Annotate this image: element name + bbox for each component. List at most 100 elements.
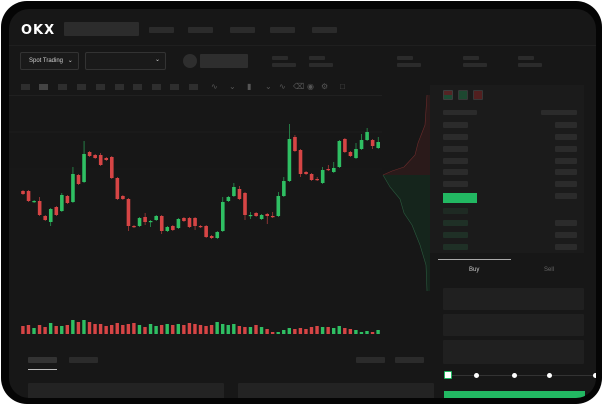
volume-bar (248, 327, 253, 334)
ruler-icon[interactable]: ⌫ (293, 82, 305, 91)
orderbook-price[interactable] (443, 134, 468, 140)
volume-bar (104, 326, 108, 334)
slider-step-dot[interactable] (547, 373, 552, 378)
candle-body (359, 140, 364, 149)
nav-item[interactable] (270, 27, 295, 33)
candle-body (209, 236, 214, 238)
stat-label (518, 56, 534, 60)
slider-step-dot[interactable] (512, 373, 517, 378)
amount-input[interactable] (443, 314, 584, 336)
candle-body (232, 187, 236, 196)
okx-logo[interactable]: OKX (21, 23, 56, 38)
price-display (200, 54, 248, 68)
filter-button[interactable] (395, 357, 424, 363)
line-tool-icon[interactable]: ∿ (279, 82, 286, 91)
candle-body (87, 152, 92, 156)
nav-item[interactable] (312, 27, 337, 33)
orderbook-price[interactable] (443, 158, 468, 164)
orderbook-amount (555, 146, 577, 152)
nav-item[interactable] (230, 27, 255, 33)
orderbook-amount (555, 232, 577, 238)
orderbook-bids-view-icon[interactable] (458, 90, 468, 100)
indicator-icon[interactable]: ∿ (211, 82, 218, 91)
nav-item[interactable] (149, 27, 174, 33)
candle-body (365, 132, 369, 140)
timeframe-button[interactable] (170, 84, 179, 90)
stat-value (463, 63, 487, 67)
volume-bar (115, 323, 119, 334)
candle-type-icon[interactable]: ▮ (247, 82, 252, 91)
orderbook-asks-view-icon[interactable] (473, 90, 483, 100)
tab-open-orders[interactable] (28, 357, 57, 363)
candle-body (198, 226, 203, 228)
volume-bar (237, 326, 242, 334)
candle-body (137, 218, 142, 226)
timeframe-button[interactable] (133, 84, 142, 90)
orderbook-price[interactable] (443, 122, 468, 128)
candle-body (182, 218, 186, 221)
timeframe-button[interactable] (115, 84, 124, 90)
stat-value (272, 63, 296, 67)
volume-bar (270, 332, 275, 334)
settings-icon[interactable]: ⚙ (321, 82, 329, 91)
orderbook-price[interactable] (443, 181, 468, 187)
timeframe-button[interactable] (152, 84, 161, 90)
filter-button[interactable] (356, 357, 385, 363)
volume-bar (370, 332, 375, 334)
candle-body (221, 202, 225, 231)
candle-body (343, 139, 347, 152)
stat-value (397, 63, 421, 67)
price-input[interactable] (443, 288, 584, 310)
volume-bar (376, 330, 380, 334)
volume-bar (293, 329, 297, 334)
timeframe-button[interactable] (21, 84, 30, 90)
timeframe-button[interactable] (77, 84, 86, 90)
timeframe-button[interactable] (189, 84, 198, 90)
candle-body (254, 213, 258, 216)
volume-bar (121, 325, 125, 334)
tab-order-history[interactable] (69, 357, 98, 363)
volume-bar (37, 325, 42, 334)
volume-bar (171, 325, 175, 334)
slider-step-dot[interactable] (593, 373, 596, 378)
volume-bar (65, 325, 69, 334)
chevron-down-icon[interactable]: ⌄ (265, 82, 272, 91)
leverage-slider-track[interactable] (448, 375, 596, 376)
total-input[interactable] (443, 340, 584, 364)
volume-bar (359, 332, 364, 334)
volume-bar (354, 330, 358, 334)
slider-step-dot[interactable] (474, 373, 479, 378)
market-type-select[interactable]: Spot Trading ⌄ (20, 52, 79, 70)
timeframe-button[interactable] (96, 84, 105, 90)
candlestick-chart[interactable] (9, 95, 429, 335)
candle-body (370, 140, 375, 146)
camera-icon[interactable]: ◉ (307, 82, 314, 91)
tab-buy[interactable]: Buy (469, 267, 480, 273)
volume-bar (298, 328, 303, 334)
tab-buy-underline (438, 259, 511, 260)
tab-sell[interactable]: Sell (544, 267, 555, 273)
pair-select[interactable]: ⌄ (85, 52, 166, 70)
orderbook-price[interactable] (443, 146, 468, 152)
orderbook-price[interactable] (443, 208, 468, 214)
timeframe-button-active[interactable] (39, 84, 48, 90)
orderbook-price[interactable] (443, 220, 468, 226)
orderbook-both-view-icon[interactable] (443, 90, 453, 100)
candle-body (187, 218, 192, 227)
search-bar[interactable] (64, 22, 139, 36)
chevron-down-icon: ⌄ (154, 57, 160, 63)
chevron-down-icon[interactable]: ⌄ (229, 82, 236, 91)
volume-bar (182, 325, 186, 334)
nav-item[interactable] (188, 27, 213, 33)
volume-bar (54, 326, 58, 334)
orderbook-price[interactable] (443, 244, 468, 250)
volume-bar (176, 324, 180, 334)
orderbook-price[interactable] (443, 232, 468, 238)
timeframe-button[interactable] (58, 84, 67, 90)
fullscreen-icon[interactable]: □ (340, 82, 345, 91)
leverage-slider-handle[interactable] (444, 371, 452, 379)
orderbook-price[interactable] (443, 169, 468, 175)
candle-body (126, 199, 131, 226)
candle-body (48, 209, 53, 222)
buy-submit-button[interactable] (444, 391, 585, 398)
